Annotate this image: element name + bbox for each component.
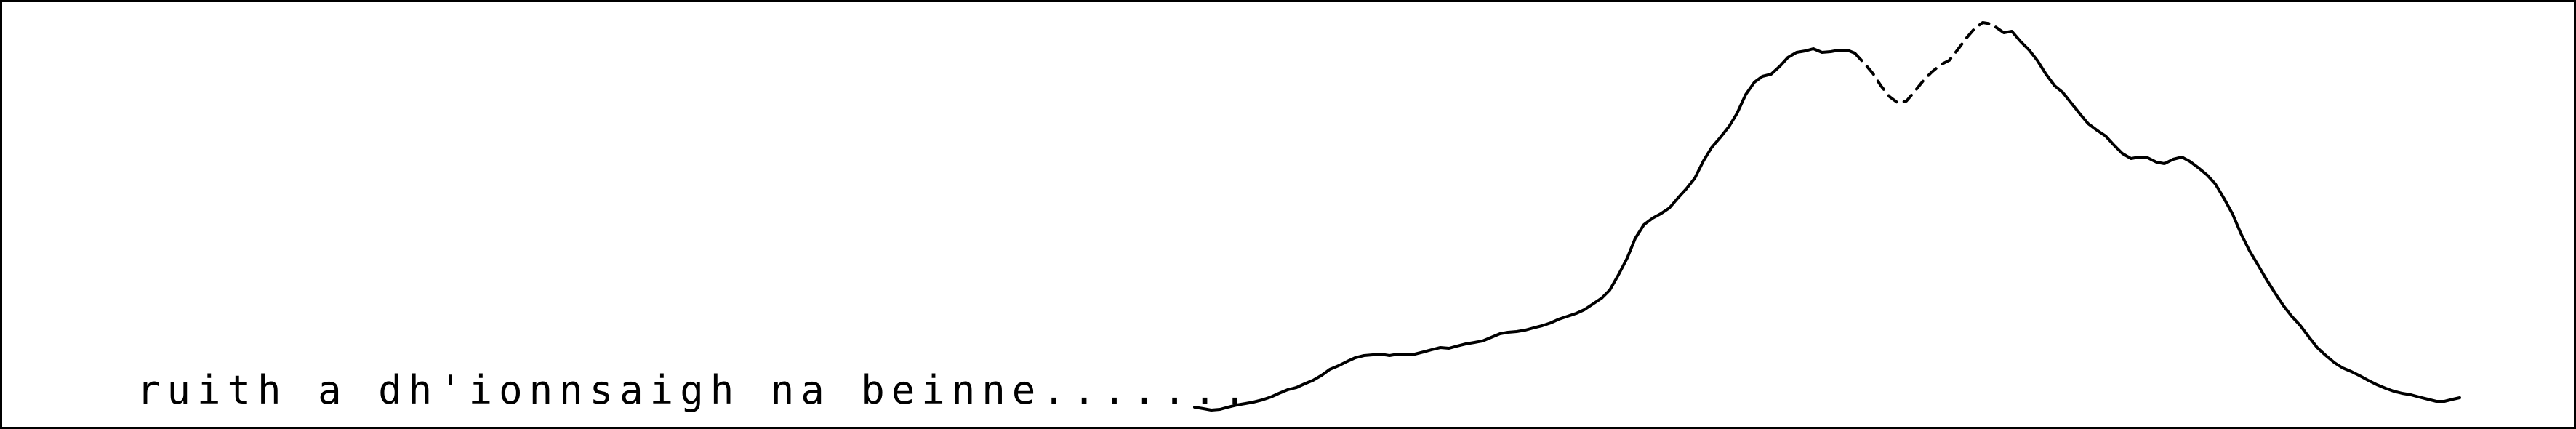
caption-text: ruith a dh'ionnsaigh na beinne.......	[137, 367, 1253, 413]
profile-line-right	[1995, 26, 2461, 403]
profile-line-left	[1193, 47, 1856, 412]
profile-line-hidden	[1853, 21, 1998, 105]
